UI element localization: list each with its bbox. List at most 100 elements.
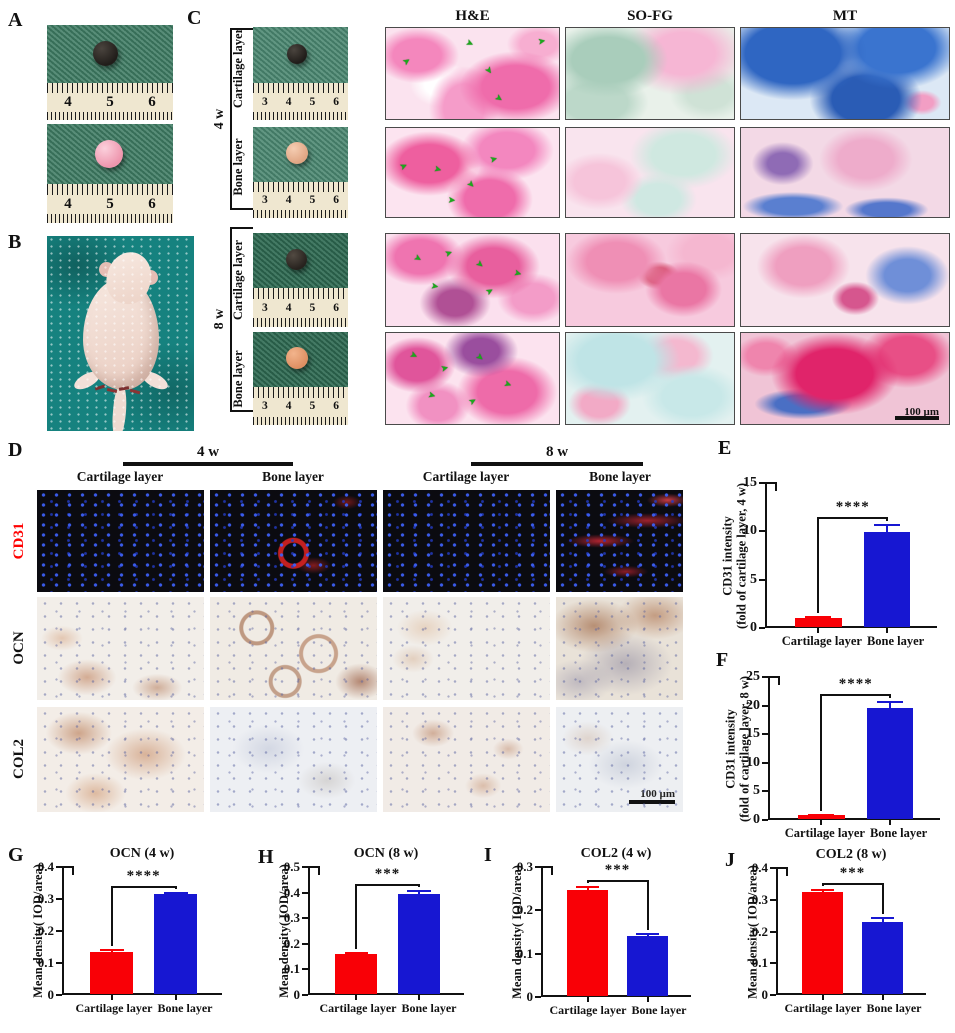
chart-H-bar-cartilage	[335, 954, 378, 994]
c-he-image-4w-bone: ➤ ➤ ➤ ➤ ➤	[385, 127, 560, 218]
c-he-arrowhead-icon: ➤	[464, 36, 476, 50]
c-ruler-4w-bone-number: 4	[285, 194, 292, 207]
chart-H-error-cap	[406, 889, 431, 892]
chart-E-ytick	[759, 627, 765, 629]
chart-I-xlabel-bone: Bone layer	[631, 1003, 687, 1017]
chart-G-sig-drop	[174, 885, 177, 889]
a-photo-cartilage-pellet: 4 5 6	[47, 25, 173, 120]
c-he-arrowhead-icon: ➤	[433, 163, 444, 176]
d-col-label-1: Cartilage layer	[76, 469, 164, 484]
c-pellet-8w-cartilage	[286, 248, 308, 270]
c-he-arrowhead-icon: ➤	[482, 64, 496, 77]
chart-F-xlabels: Cartilage layer Bone layer	[740, 826, 955, 841]
chart-J-ytick	[770, 962, 776, 965]
chart-H-significance: ***	[374, 865, 401, 882]
d-col-label-2: Bone layer	[262, 469, 324, 484]
c-scale-bar	[895, 416, 939, 420]
chart-H-ytick-label: 0.2	[283, 935, 300, 951]
chart-E-axis-hook	[765, 482, 777, 484]
d-cd31-image-8w-bone	[556, 490, 683, 592]
chart-E-error-cap	[874, 524, 901, 527]
chart-F-ytick-label: 10	[746, 754, 760, 770]
chart-F-xlabel-bone: Bone layer	[869, 826, 928, 840]
c-mt-image-4w-cartilage	[740, 27, 950, 120]
c-pellet-4w-cartilage	[286, 43, 307, 64]
c-ruler-4w-cartilage-number: 5	[309, 95, 316, 108]
c-photo-8w-cartilage: 3 4 5 6	[253, 233, 348, 327]
chart-I-ytick-label: 0.2	[516, 902, 533, 918]
panel-label-b: B	[8, 231, 22, 253]
chart-H-ytick	[302, 917, 308, 920]
c-ruler-8w-cartilage-number: 6	[333, 301, 339, 314]
chart-F-sig-drop	[889, 694, 892, 699]
chart-H-ytick-label: 0.1	[283, 961, 300, 977]
chart-E-ytick-label: 15	[743, 475, 757, 490]
panel-label-g: G	[8, 844, 24, 866]
chart-J-xtick	[821, 995, 824, 1000]
chart-I-ytick	[535, 909, 541, 912]
chart-H-ytick-label: 0.4	[283, 884, 300, 900]
c-ruler-4w-cartilage-number: 4	[285, 95, 292, 108]
chart-G-title: OCN (4 w)	[109, 846, 175, 861]
a-ruler-1-number: 5	[106, 93, 114, 110]
chart-H-sig-drop	[417, 883, 420, 887]
c-he-arrowhead-icon: ➤	[430, 280, 440, 292]
a-pink-pellet	[95, 140, 123, 168]
mouse-suture-3	[118, 386, 130, 391]
a-ruler-1-ticks-bottom	[47, 111, 173, 120]
c-ruler-4w-bone-number: 3	[262, 194, 268, 207]
chart-J-ytick	[770, 867, 776, 869]
c-he-arrowhead-icon: ➤	[484, 285, 496, 298]
c-ruler-8w-bone-number: 4	[285, 400, 292, 413]
d-row-label-cd31: CD31	[11, 522, 27, 560]
a-ruler-1-numbers: 4 5 6	[47, 92, 173, 112]
c-group-line	[230, 227, 232, 412]
chart-G-error-cap	[163, 891, 188, 894]
d-col2-image-4w-cartilage	[37, 707, 204, 812]
d-col2-image-8w-cartilage	[383, 707, 550, 812]
c-he-arrowhead-icon: ➤	[400, 54, 413, 68]
chart-F-ytick	[762, 761, 768, 764]
c-he-arrowhead-icon: ➤	[466, 394, 479, 407]
chart-G-ytick-label: 0	[47, 987, 55, 1002]
a-ruler-1-number: 6	[148, 93, 156, 110]
c-row-label-8w-bone: Bone layer	[231, 349, 245, 408]
mouse-ear-left	[99, 262, 114, 277]
a-ruler-2: 4 5 6	[47, 184, 173, 223]
chart-G-sig-drop	[110, 885, 113, 946]
c-group-cap	[230, 208, 253, 210]
mouse-suture-4	[129, 388, 141, 395]
d-ocn-image-8w-cartilage	[383, 597, 550, 700]
c-ruler-4w-bone-ticks-bottom	[253, 210, 348, 218]
chart-F-bar-bone	[866, 708, 914, 819]
c-ruler-8w-cartilage-number: 3	[262, 301, 268, 314]
c-photo-4w-bone: 3 4 5 6	[253, 127, 348, 218]
c-ruler-8w-bone-number: 3	[262, 400, 268, 413]
mouse-suture-1	[94, 384, 106, 391]
chart-J-bar-cartilage	[802, 891, 843, 994]
chart-H-ytick	[302, 866, 308, 868]
d-col2-image-8w-bone: 100 µm	[556, 707, 683, 812]
c-row-label-8w-cartilage: Cartilage layer	[231, 239, 245, 321]
panel-label-e: E	[718, 437, 732, 459]
a-ruler-2-numbers: 4 5 6	[47, 194, 173, 215]
c-ruler-8w-cartilage-number: 4	[285, 301, 292, 314]
chart-J-ytick	[770, 898, 776, 901]
chart-F-ytick-label: 15	[746, 726, 760, 742]
mouse-body	[83, 278, 159, 390]
c-scale-bar-label: 100 µm	[904, 406, 939, 418]
chart-H-sig-bracket	[356, 883, 419, 886]
chart-E-ytick-label: 5	[750, 571, 757, 587]
mouse-ear-right	[143, 270, 158, 285]
a-ruler-2-number: 4	[64, 195, 72, 212]
chart-J-axis-hook	[786, 867, 788, 876]
chart-G-error-bar	[110, 949, 113, 952]
a-ruler-1: 4 5 6	[47, 83, 173, 120]
chart-H-ytick	[302, 968, 308, 971]
c-mt-image-4w-bone	[740, 127, 950, 218]
chart-I-bar-bone	[627, 935, 668, 996]
chart-H-axis-hook	[308, 866, 320, 868]
c-header-he: H&E	[455, 8, 490, 24]
chart-H-xlabel-cartilage: Cartilage layer	[319, 1001, 397, 1015]
